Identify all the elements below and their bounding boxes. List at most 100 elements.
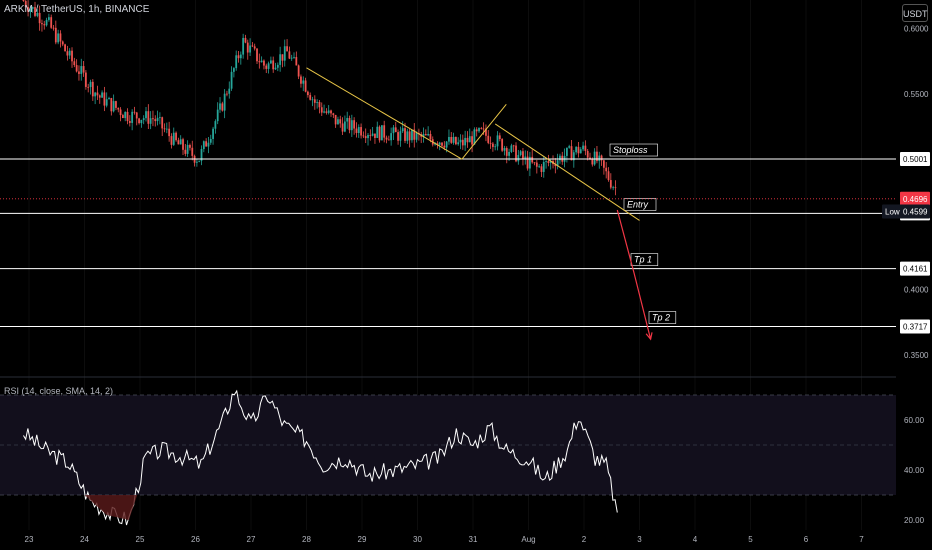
candle-body [223, 93, 226, 111]
time-tick-label: Aug [521, 535, 535, 544]
candle-body [269, 60, 272, 64]
candle-body [528, 156, 531, 169]
candle-body [246, 42, 249, 53]
candle-body [427, 133, 430, 136]
candle-body [577, 146, 580, 154]
candle-body [117, 107, 120, 110]
candle-body [593, 151, 596, 165]
candle-body [302, 80, 305, 84]
candle-body [575, 146, 578, 153]
price-tick-label: 0.4000 [904, 286, 929, 295]
candle-body [22, 0, 25, 2]
candle-body [450, 136, 453, 143]
candle-body [251, 45, 254, 47]
time-tick-label: 5 [748, 535, 753, 544]
low-marker-tag [882, 204, 930, 219]
time-tick-label: 3 [637, 535, 642, 544]
candle-body [350, 120, 353, 131]
candle-body [570, 146, 573, 161]
projection-arrowhead [645, 332, 653, 341]
candle-body [283, 46, 286, 61]
candle-body [54, 27, 57, 43]
candle-body [510, 145, 513, 152]
candle-body [572, 152, 575, 161]
candle-body [443, 145, 446, 148]
candle-body [279, 54, 282, 65]
time-axis: 23 24 25 26 27 28 29 30 31 Aug 2 3 4 5 6 7 [25, 535, 865, 544]
candle-body [219, 103, 221, 110]
candle-body [311, 99, 314, 101]
candle-body [286, 46, 288, 52]
candle-body [87, 86, 90, 88]
price-tick-label: 0.5500 [904, 90, 929, 99]
candle-body [459, 139, 462, 143]
candle-body [163, 128, 166, 130]
candle-body [609, 180, 612, 188]
candle-body [330, 110, 332, 114]
candle-body [422, 134, 425, 137]
candle-body [156, 117, 159, 122]
candle-body [128, 121, 131, 123]
level-label: Tp 1 [634, 255, 652, 265]
candle-body [226, 93, 228, 95]
candle-body [602, 160, 605, 168]
candle-body [466, 137, 469, 143]
candle-body [337, 119, 339, 125]
time-tick-label: 25 [136, 535, 145, 544]
candle-body [212, 128, 214, 139]
level-label: Stoploss [613, 145, 648, 155]
candle-body [27, 7, 29, 12]
candle-body [413, 129, 416, 140]
rsi-oversold-fill [84, 495, 138, 520]
candle-body [508, 151, 510, 156]
level-price-text: 0.5001 [903, 155, 928, 164]
candle-body [362, 135, 365, 137]
candle-body [535, 162, 538, 167]
time-tick-label: 27 [247, 535, 256, 544]
candle-body [383, 125, 386, 138]
time-tick-label: 30 [413, 535, 422, 544]
rsi-tick-label: 20.00 [904, 516, 925, 525]
candle-body [154, 119, 157, 122]
candle-body [80, 66, 83, 74]
candle-body [133, 111, 136, 113]
candle-body [191, 147, 194, 156]
time-tick-label: 29 [358, 535, 367, 544]
candle-body [429, 133, 432, 140]
candle-body [390, 133, 393, 141]
candle-body [288, 51, 291, 59]
candle-body [71, 50, 73, 62]
candle-body [374, 133, 376, 138]
rsi-indicator-label[interactable]: RSI (14, close, SMA, 14, 2) [4, 386, 114, 396]
candle-body [73, 61, 76, 66]
candle-body [149, 118, 152, 124]
candle-body [316, 101, 319, 103]
candle-body [112, 101, 115, 112]
candle-body [549, 160, 552, 163]
candle-body [468, 136, 471, 143]
candle-body [98, 95, 101, 98]
candle-body [524, 156, 527, 160]
candle-body [177, 140, 180, 145]
candle-body [348, 117, 351, 131]
candle-body [559, 155, 561, 161]
symbol-title[interactable]: ARKM / TetherUS, 1h, BINANCE [4, 4, 150, 15]
currency-button[interactable]: USDT [902, 4, 928, 22]
candle-body [554, 164, 557, 167]
candle-body [568, 146, 571, 148]
candle-body [237, 55, 240, 59]
candle-body [607, 171, 610, 181]
candle-body [78, 71, 80, 74]
candle-body [265, 65, 268, 69]
candle-body [34, 7, 36, 16]
candle-body [387, 139, 390, 141]
candle-body [517, 154, 520, 162]
candle-body [408, 131, 411, 141]
candle-body [448, 136, 450, 142]
candle-body [371, 133, 374, 136]
candle-body [45, 19, 48, 26]
candle-body [579, 149, 582, 154]
candle-body [175, 132, 177, 141]
candle-body [82, 66, 85, 73]
